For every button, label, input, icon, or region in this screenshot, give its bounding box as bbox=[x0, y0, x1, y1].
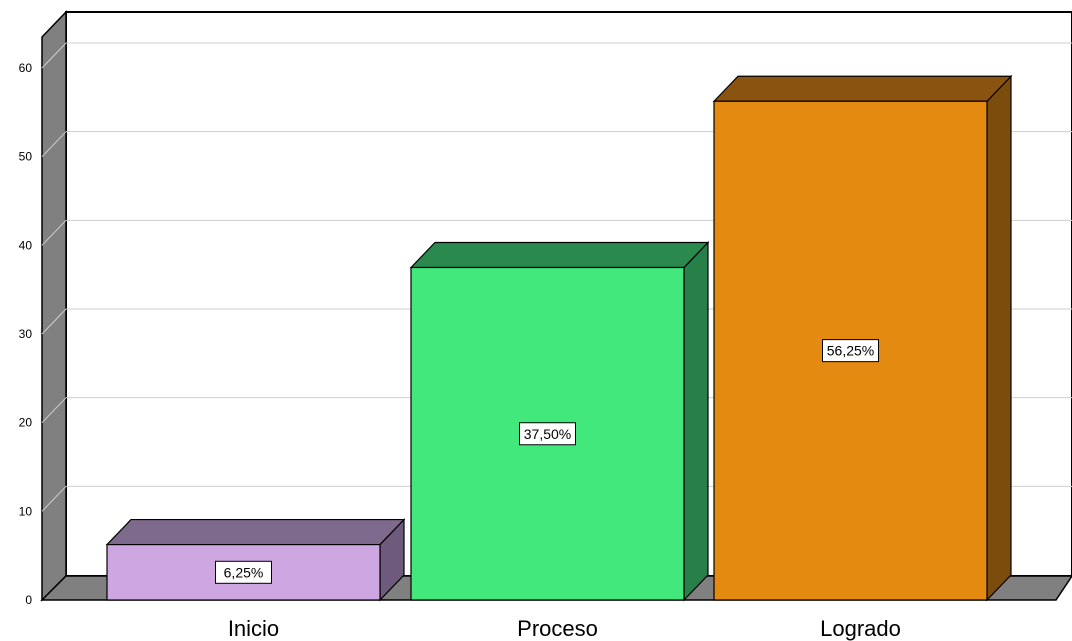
bar-side bbox=[986, 74, 1012, 602]
data-label-box bbox=[519, 422, 576, 446]
gridline-side bbox=[41, 42, 67, 69]
x-tick-label: Inicio bbox=[228, 616, 279, 641]
y-tick-label: 0 bbox=[25, 593, 32, 607]
gridline-side bbox=[41, 219, 67, 246]
data-label-box bbox=[215, 560, 272, 584]
x-tick-label: Proceso bbox=[517, 616, 598, 641]
data-label-text: 56,25% bbox=[827, 343, 874, 359]
x-axis: Inicio Proceso Logrado bbox=[228, 616, 901, 641]
data-label-box bbox=[822, 339, 879, 363]
left-wall bbox=[41, 10, 67, 602]
y-tick-label: 50 bbox=[19, 150, 33, 164]
bar-side bbox=[683, 241, 709, 602]
y-tick-label: 30 bbox=[19, 327, 33, 341]
y-tick-label: 60 bbox=[19, 61, 33, 75]
data-label: 6,25% bbox=[215, 560, 272, 584]
gridline-side bbox=[41, 397, 67, 424]
gridline-side bbox=[41, 308, 67, 335]
bar-top bbox=[105, 518, 406, 546]
bar-proceso: 37,50% bbox=[409, 241, 710, 602]
data-label: 56,25% bbox=[822, 339, 879, 363]
bar-top bbox=[712, 75, 1013, 102]
data-label-text: 37,50% bbox=[524, 426, 571, 442]
x-tick-label: Logrado bbox=[820, 616, 901, 641]
y-tick-label: 10 bbox=[19, 504, 33, 518]
y-tick-label: 40 bbox=[19, 238, 33, 252]
gridline-side bbox=[41, 485, 67, 512]
y-axis: 0 10 20 30 40 50 60 bbox=[19, 61, 33, 607]
bar-top bbox=[409, 241, 710, 269]
y-tick-label: 20 bbox=[19, 416, 33, 430]
gridline-side bbox=[41, 131, 67, 158]
bar-logrado: 56,25% bbox=[712, 74, 1013, 602]
bar-inicio: 6,25% bbox=[105, 518, 406, 602]
data-label-text: 6,25% bbox=[224, 564, 264, 580]
data-label: 37,50% bbox=[519, 422, 576, 446]
bars: 6,25% 37,50% 56,25% bbox=[105, 74, 1013, 602]
